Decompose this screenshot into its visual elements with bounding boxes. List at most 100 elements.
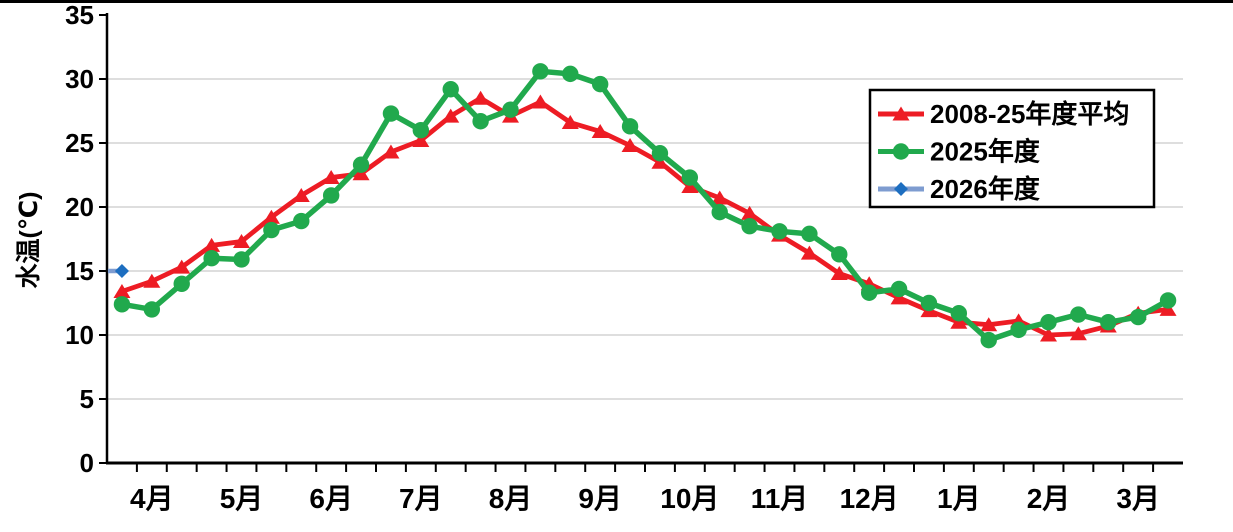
data-point-marker-triangle-icon bbox=[890, 290, 908, 305]
data-point-marker-triangle-icon bbox=[352, 166, 370, 181]
data-point-marker-circle-icon bbox=[322, 187, 340, 204]
data-point-marker-triangle-icon bbox=[1159, 301, 1177, 316]
data-point-marker-circle-icon bbox=[741, 218, 758, 235]
x-month-label-3: 6月 bbox=[309, 483, 353, 514]
data-point-marker-circle-icon bbox=[233, 251, 250, 268]
data-point-marker-circle-icon bbox=[1100, 314, 1117, 331]
x-month-label-11: 2月 bbox=[1027, 483, 1071, 514]
y-tick-label-10: 10 bbox=[65, 320, 94, 350]
data-point-marker-circle-icon bbox=[203, 250, 220, 267]
data-point-marker-triangle-icon bbox=[412, 132, 430, 147]
x-month-label-12: 3月 bbox=[1116, 483, 1160, 514]
data-point-marker-circle-icon bbox=[1040, 314, 1057, 331]
data-point-marker-circle-icon bbox=[412, 122, 430, 139]
y-tick-label-0: 0 bbox=[80, 448, 94, 478]
data-point-marker-triangle-icon bbox=[173, 259, 191, 274]
series-2025年度 bbox=[113, 63, 1177, 349]
data-point-marker-circle-icon bbox=[950, 305, 968, 322]
data-point-marker-circle-icon bbox=[1010, 321, 1027, 339]
data-point-marker-circle-icon bbox=[113, 296, 131, 313]
data-point-marker-circle-icon bbox=[980, 331, 997, 349]
data-point-marker-circle-icon bbox=[293, 212, 310, 230]
data-point-marker-triangle-icon bbox=[621, 138, 639, 153]
x-month-label-5: 8月 bbox=[489, 483, 533, 514]
legend-marker-diamond-icon bbox=[894, 182, 908, 196]
data-point-marker-triangle-icon bbox=[203, 237, 221, 252]
data-point-marker-circle-icon bbox=[1129, 308, 1147, 326]
legend-label: 2026年度 bbox=[930, 174, 1040, 204]
x-month-label-9: 12月 bbox=[840, 483, 899, 514]
legend-entry-2026年度: 2026年度 bbox=[878, 174, 1040, 204]
data-point-marker-circle-icon bbox=[771, 223, 788, 240]
data-point-marker-circle-icon bbox=[681, 169, 699, 186]
y-tick-label-30: 30 bbox=[65, 64, 94, 94]
data-point-marker-circle-icon bbox=[263, 221, 280, 239]
x-month-label-2: 5月 bbox=[220, 483, 264, 514]
y-tick-label-35: 35 bbox=[65, 0, 94, 30]
data-point-marker-triangle-icon bbox=[531, 94, 549, 109]
data-point-marker-circle-icon bbox=[502, 101, 519, 118]
data-point-marker-triangle-icon bbox=[1069, 326, 1087, 341]
legend-label: 2025年度 bbox=[930, 137, 1040, 167]
y-tick-label-25: 25 bbox=[65, 128, 94, 158]
legend-entry-2025年度: 2025年度 bbox=[878, 137, 1040, 167]
data-point-marker-circle-icon bbox=[651, 145, 669, 162]
data-point-marker-circle-icon bbox=[1159, 292, 1177, 309]
data-point-marker-triangle-icon bbox=[233, 234, 250, 249]
x-month-label-7: 10月 bbox=[660, 483, 719, 514]
data-point-marker-circle-icon bbox=[801, 225, 818, 243]
data-point-marker-circle-icon bbox=[472, 113, 489, 130]
x-month-label-6: 9月 bbox=[578, 483, 622, 514]
data-point-marker-triangle-icon bbox=[651, 154, 669, 169]
x-month-label-8: 11月 bbox=[751, 483, 809, 514]
data-point-marker-circle-icon bbox=[860, 284, 878, 301]
data-point-marker-triangle-icon bbox=[561, 115, 579, 130]
data-point-marker-diamond-icon bbox=[114, 264, 129, 278]
data-point-marker-triangle-icon bbox=[980, 317, 998, 332]
data-point-marker-triangle-icon bbox=[442, 108, 460, 123]
data-point-marker-circle-icon bbox=[890, 280, 908, 298]
data-point-marker-circle-icon bbox=[591, 75, 609, 93]
data-point-marker-circle-icon bbox=[532, 63, 549, 80]
data-point-marker-triangle-icon bbox=[800, 245, 818, 260]
data-point-marker-triangle-icon bbox=[262, 209, 280, 224]
y-axis-title: 水温(℃) bbox=[15, 191, 43, 289]
data-point-marker-circle-icon bbox=[621, 118, 639, 135]
legend-entry-2008-25年度平均: 2008-25年度平均 bbox=[878, 99, 1129, 129]
data-point-marker-triangle-icon bbox=[950, 314, 968, 329]
data-point-marker-circle-icon bbox=[1070, 306, 1087, 323]
legend-label: 2008-25年度平均 bbox=[930, 99, 1129, 129]
data-point-marker-circle-icon bbox=[562, 65, 579, 83]
data-point-marker-triangle-icon bbox=[1040, 327, 1057, 342]
x-month-label-10: 1月 bbox=[937, 483, 981, 514]
data-point-marker-triangle-icon bbox=[292, 187, 310, 202]
legend-marker-triangle-icon bbox=[892, 106, 910, 121]
data-point-marker-triangle-icon bbox=[143, 273, 161, 288]
data-point-marker-circle-icon bbox=[711, 203, 728, 221]
data-point-marker-triangle-icon bbox=[830, 266, 848, 281]
data-point-marker-triangle-icon bbox=[591, 123, 609, 138]
data-point-marker-circle-icon bbox=[382, 105, 400, 122]
data-point-marker-triangle-icon bbox=[681, 179, 699, 194]
y-tick-label-20: 20 bbox=[65, 192, 94, 222]
y-tick-label-5: 5 bbox=[80, 384, 94, 414]
series-2026年度 bbox=[107, 264, 129, 278]
data-point-marker-circle-icon bbox=[831, 246, 848, 263]
data-point-marker-triangle-icon bbox=[322, 170, 340, 185]
data-point-marker-triangle-icon bbox=[382, 144, 400, 159]
data-point-marker-triangle-icon bbox=[472, 90, 490, 105]
x-month-label-4: 7月 bbox=[399, 483, 443, 514]
data-point-marker-circle-icon bbox=[442, 81, 459, 98]
data-point-marker-triangle-icon bbox=[113, 283, 131, 298]
data-point-marker-circle-icon bbox=[143, 301, 161, 318]
data-point-marker-circle-icon bbox=[920, 294, 938, 312]
data-point-marker-circle-icon bbox=[352, 156, 370, 173]
legend-marker-circle-icon bbox=[892, 143, 910, 160]
legend: 2008-25年度平均 2025年度 2026年度 bbox=[868, 88, 1156, 209]
data-point-marker-triangle-icon bbox=[741, 205, 759, 220]
y-tick-label-15: 15 bbox=[65, 256, 94, 286]
x-month-label-1: 4月 bbox=[130, 483, 174, 514]
top-border-line bbox=[0, 0, 1233, 3]
